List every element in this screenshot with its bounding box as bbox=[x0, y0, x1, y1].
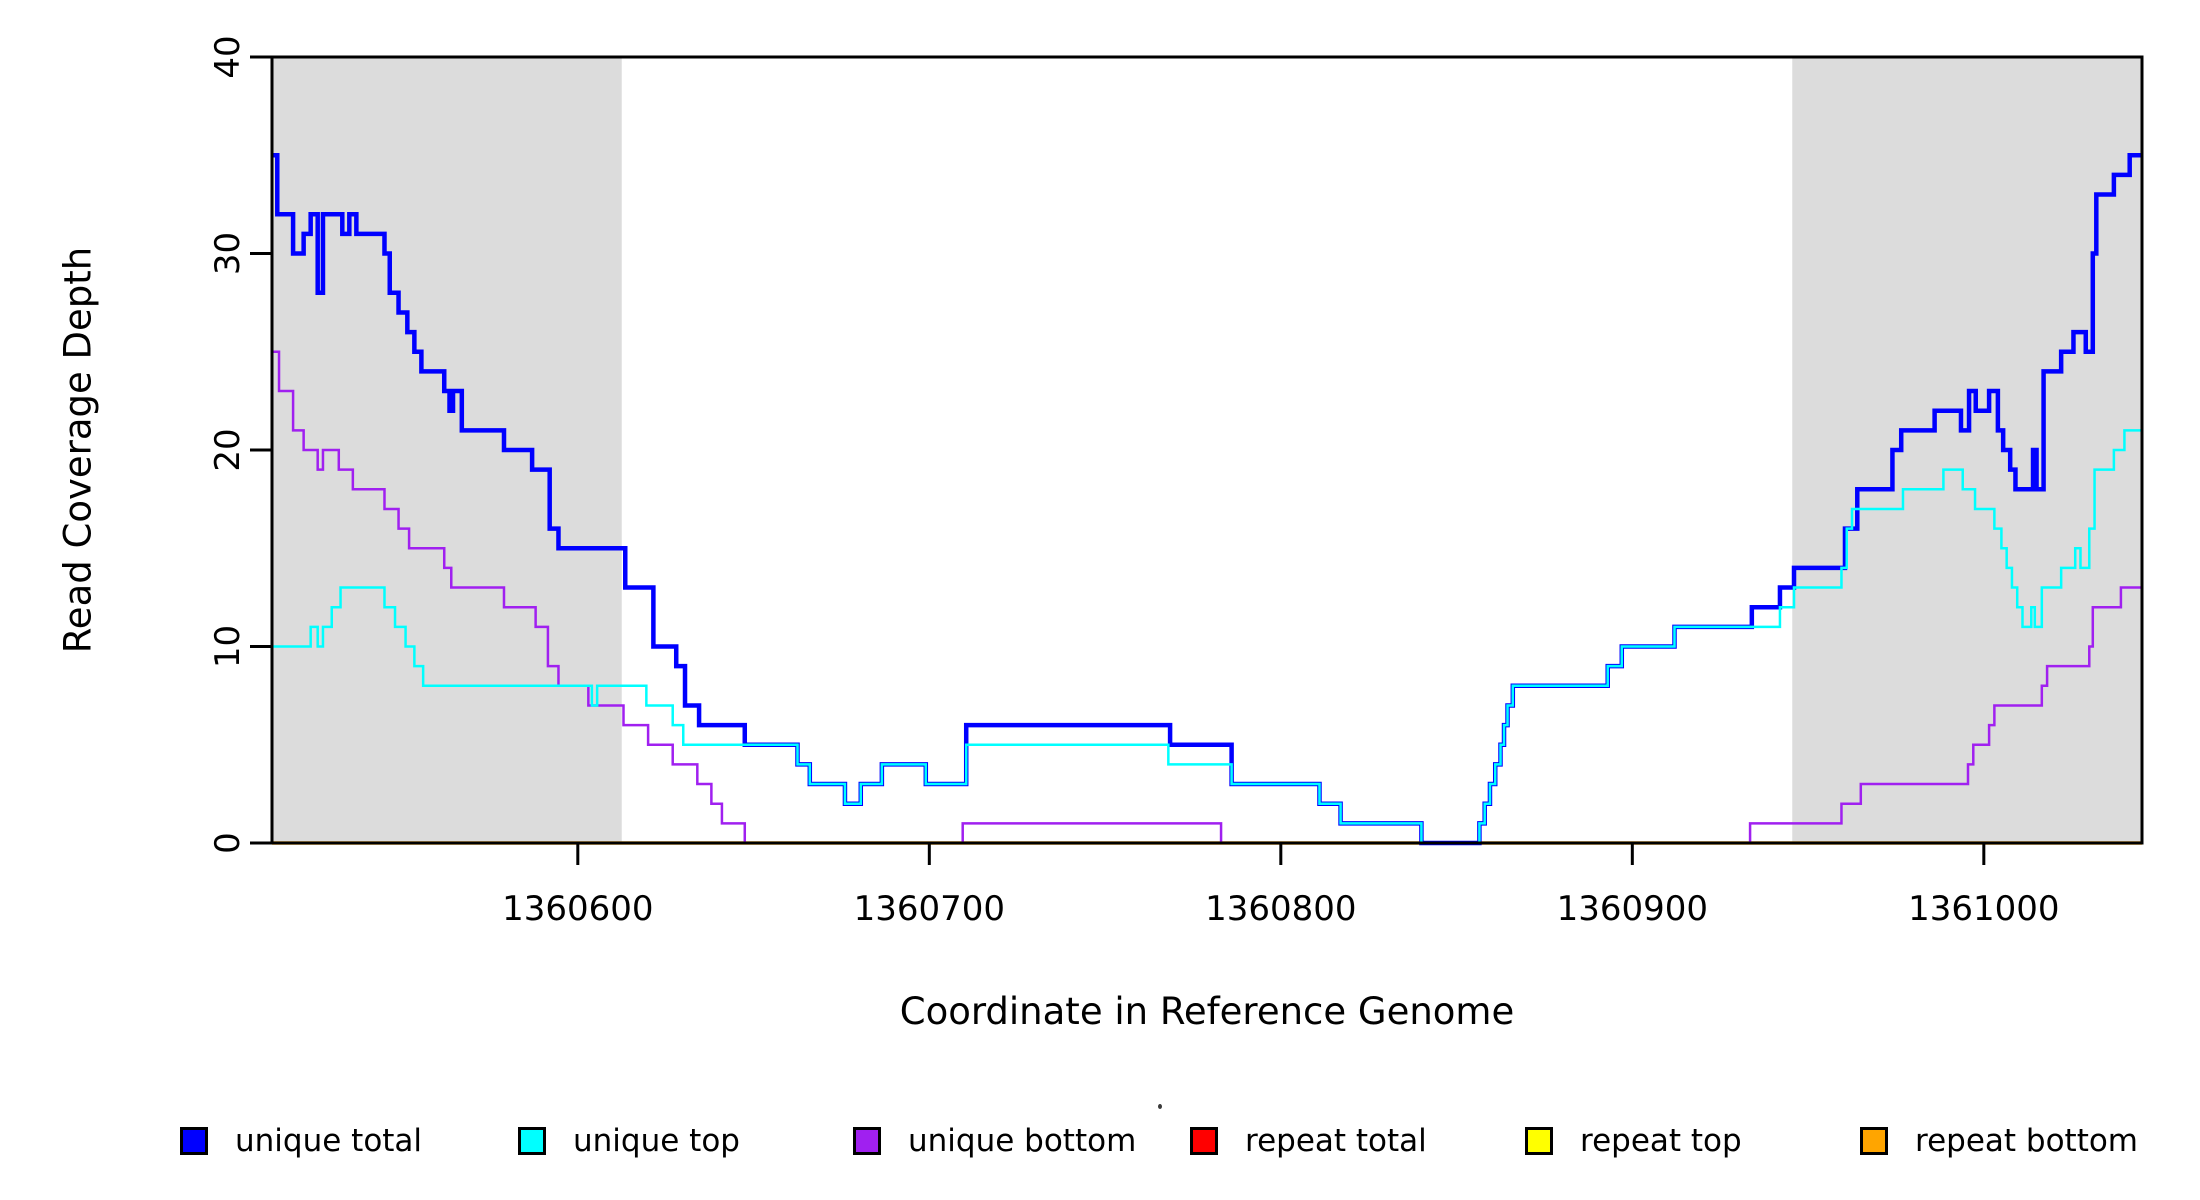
x-tick-label: 1360800 bbox=[1205, 889, 1356, 929]
tick-labels: 1360600 1360700 1360800 1360900 1361000 0 10 20… bbox=[208, 35, 2060, 929]
legend-item-unique-bottom: unique bottom bbox=[853, 1118, 1136, 1164]
legend-item-repeat-top: repeat top bbox=[1525, 1118, 1742, 1164]
x-tick-label: 1360900 bbox=[1557, 889, 1708, 929]
y-tick-label: 30 bbox=[208, 232, 248, 275]
x-tick-label: 1361000 bbox=[1908, 889, 2059, 929]
series-line-unique-bottom bbox=[272, 350, 2142, 845]
legend-label: repeat total bbox=[1245, 1123, 1427, 1159]
legend-item-unique-top: unique top bbox=[518, 1118, 740, 1164]
legend-swatch-repeat-total bbox=[1190, 1127, 1218, 1155]
series-line-unique-top bbox=[272, 429, 2142, 845]
y-tick-label: 40 bbox=[208, 35, 248, 78]
shaded-regions bbox=[272, 57, 2142, 843]
legend-label: unique bottom bbox=[908, 1123, 1137, 1159]
legend-swatch-unique-total bbox=[180, 1127, 208, 1155]
x-tick-label: 1360600 bbox=[502, 889, 653, 929]
legend-label: unique top bbox=[573, 1123, 740, 1159]
legend-swatch-repeat-top bbox=[1525, 1127, 1553, 1155]
legend-swatch-repeat-bottom bbox=[1860, 1127, 1888, 1155]
y-tick-label: 20 bbox=[208, 428, 248, 471]
legend-label: unique total bbox=[235, 1123, 423, 1159]
y-tick-label: 0 bbox=[208, 832, 248, 854]
stray-dot-artifact bbox=[1158, 1104, 1162, 1109]
legend-item-repeat-bottom: repeat bottom bbox=[1860, 1118, 2138, 1164]
legend-item-repeat-total: repeat total bbox=[1190, 1118, 1427, 1164]
x-tick-label: 1360700 bbox=[854, 889, 1005, 929]
axes bbox=[250, 55, 2144, 865]
legend: unique total unique top unique bottom repea… bbox=[0, 1118, 2200, 1164]
shaded-region-1 bbox=[1792, 57, 2142, 843]
y-axis-label: Read Coverage Depth bbox=[56, 246, 100, 654]
legend-label: repeat top bbox=[1580, 1123, 1742, 1159]
y-tick-label: 10 bbox=[208, 625, 248, 668]
legend-item-unique-total: unique total bbox=[180, 1118, 422, 1164]
legend-swatch-unique-bottom bbox=[853, 1127, 881, 1155]
x-axis-label: Coordinate in Reference Genome bbox=[899, 990, 1515, 1033]
legend-swatch-unique-top bbox=[518, 1127, 546, 1155]
legend-label: repeat bottom bbox=[1915, 1123, 2139, 1159]
